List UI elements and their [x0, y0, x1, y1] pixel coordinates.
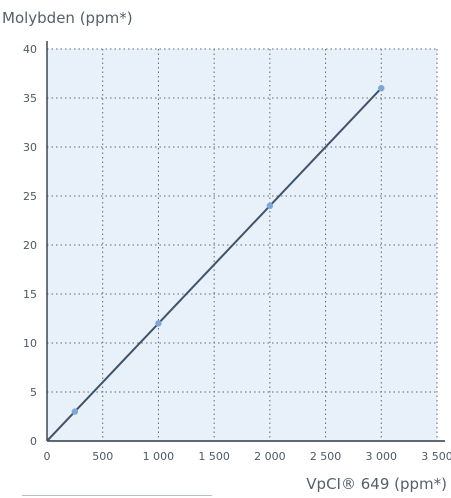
data-point: [155, 320, 162, 327]
x-axis-label: VpCI® 649 (ppm*): [306, 475, 447, 493]
x-tick-label: 3 000: [366, 450, 398, 463]
x-tick-labels: 0 500 1 000 1 500 2 000 2 500 3 000 3 500: [44, 450, 451, 463]
y-tick-label: 10: [23, 337, 37, 350]
axes: [46, 41, 445, 442]
y-tick-label: 30: [23, 141, 37, 154]
y-tick-labels: 0 5 10 15 20 25 30 35 40: [23, 43, 37, 448]
x-tick-label: 500: [92, 450, 113, 463]
x-tick-label: 1 000: [143, 450, 175, 463]
y-tick-label: 25: [23, 190, 37, 203]
data-point: [378, 85, 385, 92]
x-tick-label: 0: [44, 450, 51, 463]
y-tick-label: 15: [23, 288, 37, 301]
y-tick-label: 5: [30, 386, 37, 399]
y-tick-label: 40: [23, 43, 37, 56]
data-point: [71, 408, 79, 415]
grid-lines: [47, 48, 438, 441]
y-tick-label: 0: [30, 435, 37, 448]
x-tick-label: 2 500: [310, 450, 342, 463]
x-tick-label: 2 000: [254, 450, 286, 463]
x-tick-label: 3 500: [421, 450, 451, 463]
footnote-divider: [22, 495, 212, 496]
data-point: [266, 202, 274, 209]
y-tick-label: 35: [23, 92, 37, 105]
x-tick-label: 1 500: [198, 450, 230, 463]
y-axis-label: Molybden (ppm*): [2, 9, 133, 27]
y-tick-label: 20: [23, 239, 37, 252]
series-group: [46, 85, 385, 442]
